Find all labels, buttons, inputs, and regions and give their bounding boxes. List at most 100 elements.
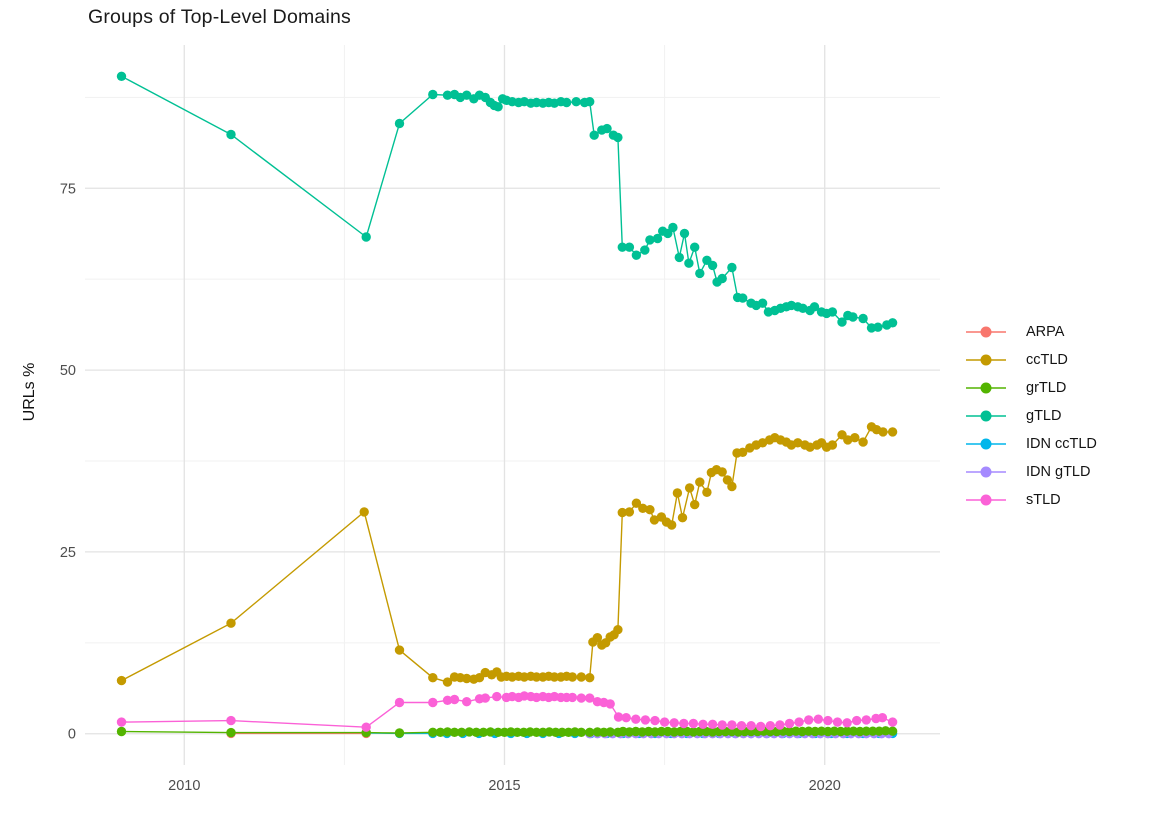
data-point: [492, 691, 502, 702]
data-point: [624, 507, 635, 517]
data-point: [837, 317, 847, 327]
data-point: [589, 130, 599, 140]
data-point: [485, 727, 496, 737]
legend-item-label: sTLD: [1026, 492, 1061, 508]
data-point: [116, 71, 127, 82]
data-point: [116, 675, 127, 686]
data-point: [669, 718, 679, 728]
legend-item-gtld: gTLD: [962, 402, 1097, 430]
y-tick-label: 50: [60, 363, 76, 379]
data-point: [116, 726, 127, 737]
data-point: [880, 726, 891, 736]
data-point: [684, 483, 695, 493]
data-point: [462, 673, 472, 684]
data-point: [674, 252, 684, 263]
legend-key: [966, 494, 1006, 506]
data-point: [645, 235, 655, 245]
data-point: [394, 645, 405, 655]
data-point: [394, 697, 405, 708]
legend-key: [966, 438, 1006, 450]
data-point: [478, 727, 489, 737]
data-point: [449, 694, 460, 705]
legend-item-stld: sTLD: [962, 486, 1097, 514]
data-point: [738, 447, 748, 457]
data-point: [688, 718, 699, 729]
data-point: [605, 699, 615, 709]
data-point: [549, 672, 560, 682]
data-point: [672, 488, 683, 498]
data-point: [621, 713, 631, 723]
data-point: [861, 715, 871, 725]
data-point: [428, 727, 438, 737]
data-point: [592, 633, 603, 643]
legend-key-dot: [980, 494, 992, 506]
data-point: [668, 222, 678, 233]
data-point: [428, 89, 438, 100]
data-point: [842, 718, 852, 728]
series-points-grtld: [116, 726, 898, 738]
data-point: [613, 712, 624, 722]
data-point: [659, 717, 670, 727]
data-point: [793, 438, 803, 448]
data-point: [823, 715, 833, 726]
data-point: [667, 520, 677, 530]
data-point: [679, 718, 689, 729]
data-point: [631, 714, 641, 724]
data-point: [727, 720, 737, 730]
data-point: [848, 312, 858, 322]
data-point: [567, 672, 578, 682]
data-point: [605, 727, 615, 737]
data-point: [394, 118, 405, 129]
data-point: [359, 507, 369, 517]
data-point: [756, 721, 766, 732]
data-point: [480, 693, 490, 703]
legend: ARPA ccTLD grTLD gTLD IDN ccTLD IDN gTLD sTLD: [962, 318, 1097, 514]
data-point: [640, 245, 650, 255]
data-point: [617, 242, 627, 252]
data-point: [493, 102, 503, 112]
data-point: [794, 717, 804, 727]
series-points-gtld: [116, 71, 898, 333]
data-point: [624, 242, 635, 252]
data-point: [613, 625, 623, 635]
legend-item-grtld: grTLD: [962, 374, 1097, 402]
data-point: [887, 318, 898, 328]
data-point: [442, 677, 453, 687]
x-tick-label: 2020: [809, 778, 841, 794]
data-point: [576, 693, 586, 703]
data-point: [736, 721, 747, 731]
data-point: [858, 437, 868, 447]
data-point: [442, 695, 453, 705]
series-line-gtld: [121, 75, 893, 329]
data-point: [765, 721, 775, 731]
data-point: [690, 499, 700, 510]
data-point: [873, 322, 883, 332]
data-point: [645, 505, 655, 515]
data-point: [631, 250, 642, 260]
data-point: [717, 467, 727, 477]
y-tick-label: 0: [68, 727, 76, 743]
data-point: [809, 302, 820, 312]
data-point: [576, 727, 586, 737]
data-point: [677, 513, 688, 523]
legend-key-dot: [980, 438, 992, 450]
data-point: [361, 232, 371, 242]
data-point: [449, 727, 460, 737]
data-point: [613, 132, 623, 143]
data-point: [757, 298, 768, 308]
data-point: [727, 262, 737, 273]
data-point: [462, 697, 472, 707]
data-point: [226, 715, 236, 726]
data-point: [435, 727, 446, 737]
data-point: [617, 507, 627, 518]
data-point: [877, 713, 888, 723]
data-point: [813, 714, 823, 724]
data-point: [471, 727, 481, 737]
legend-item-label: gTLD: [1026, 408, 1062, 424]
data-point: [631, 498, 642, 508]
data-point: [226, 618, 236, 628]
legend-item-label: IDN ccTLD: [1026, 436, 1097, 452]
data-point: [640, 715, 651, 725]
